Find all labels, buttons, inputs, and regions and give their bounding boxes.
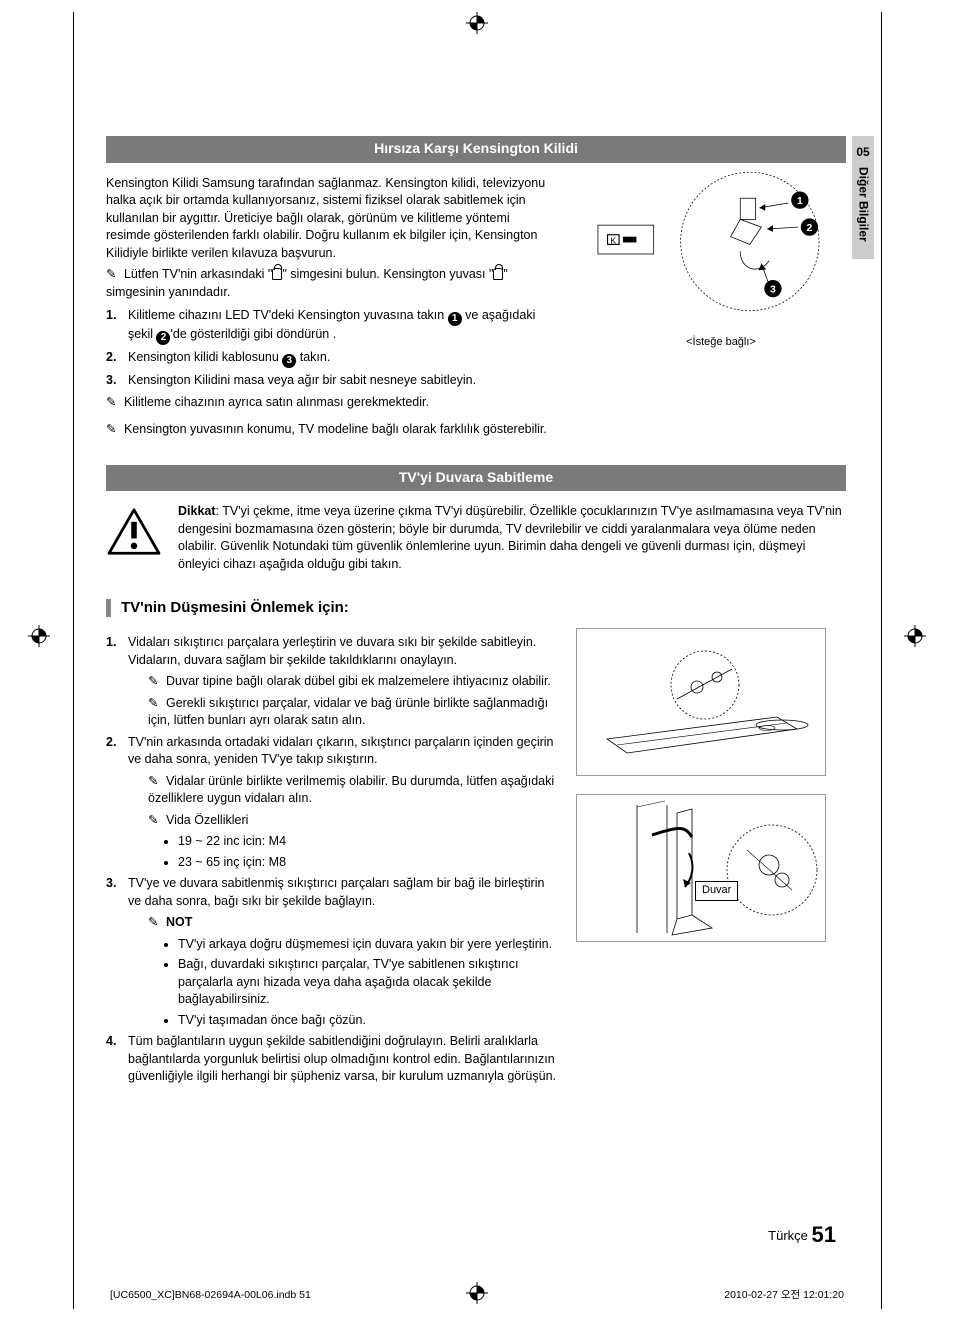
step-2: 2. Kensington kilidi kablosunu 3 takın. (106, 349, 556, 368)
caution-bold: Dikkat (178, 504, 216, 518)
registration-mark-right (904, 625, 926, 653)
s1-note1: ✎ Duvar tipine bağlı olarak dübel gibi e… (148, 673, 556, 691)
s3-not: ✎ NOT (148, 914, 556, 932)
screw-spec-2: 23 ~ 65 inç için: M8 (178, 854, 556, 872)
step3-text: Kensington Kilidini masa veya ağır bir s… (128, 373, 476, 387)
s4: Tüm bağlantıların uygun şekilde sabitlen… (128, 1034, 556, 1083)
step-1: 1. Kilitleme cihazını LED TV'deki Kensin… (106, 307, 556, 345)
note1b: " simgesini bulun. Kensington yuvası " (282, 267, 493, 281)
s3: TV'ye ve duvara sabitlenmiş sıkıştırıcı … (128, 876, 544, 908)
s2-note1: ✎ Vidalar ürünle birlikte verilmemiş ola… (148, 773, 556, 808)
s2n2: Vida Özellikleri (166, 813, 248, 827)
screw-spec-list: 19 ~ 22 inc icin: M4 23 ~ 65 inç için: M… (156, 833, 556, 871)
note-icon: ✎ (106, 421, 116, 439)
caution-body: : TV'yi çekme, itme veya üzerine çıkma T… (178, 504, 842, 571)
step2a: Kensington kilidi kablosunu (128, 350, 282, 364)
chapter-tab: 05 Diğer Bilgiler (852, 136, 874, 259)
step1a: Kilitleme cihazını LED TV'deki Kensingto… (128, 308, 448, 322)
step2b: takın. (296, 350, 330, 364)
page-footer: Türkçe 51 (768, 1220, 836, 1251)
svg-text:3: 3 (770, 283, 776, 295)
page-content: 05 Diğer Bilgiler Hırsıza Karşı Kensingt… (106, 136, 846, 1090)
s3b1: TV'yi arkaya doğru düşmemesi için duvara… (178, 936, 556, 954)
note-icon: ✎ (148, 695, 158, 713)
svg-text:K: K (610, 235, 616, 245)
caution-text: Dikkat: TV'yi çekme, itme veya üzerine ç… (178, 503, 846, 573)
caution-icon (106, 507, 162, 557)
s3b3: TV'yi taşımadan önce bağı çözün. (178, 1012, 556, 1030)
wall-figure-1 (576, 628, 826, 776)
wall-step-1: 1. Vidaları sıkıştırıcı parçalara yerleş… (106, 634, 556, 730)
wall-step-4: 4. Tüm bağlantıların uygun şekilde sabit… (106, 1033, 556, 1086)
note-icon: ✎ (148, 914, 158, 932)
footer-lang: Türkçe (768, 1228, 808, 1243)
caution-row: Dikkat: TV'yi çekme, itme veya üzerine ç… (106, 503, 846, 573)
note3-text: Kensington yuvasının konumu, TV modeline… (124, 422, 547, 436)
kensington-note-3: ✎ Kensington yuvasının konumu, TV modeli… (106, 421, 556, 439)
chapter-number: 05 (852, 144, 874, 161)
callout-3-icon: 3 (282, 354, 296, 368)
wall-figure-label: Duvar (695, 881, 738, 900)
subhead-bar-icon (106, 599, 111, 617)
note-icon: ✎ (148, 773, 158, 791)
kensington-intro-text: Kensington Kilidi Samsung tarafından sağ… (106, 176, 545, 260)
callout-2-icon: 2 (156, 331, 170, 345)
note-icon: ✎ (148, 673, 158, 691)
kensington-figure-caption: <İsteğe bağlı> (596, 335, 846, 350)
print-timestamp: 2010-02-27 오전 12:01:20 (724, 1288, 844, 1303)
lock-icon (493, 268, 503, 280)
print-metadata: [UC6500_XC]BN68-02694A-00L06.indb 51 201… (110, 1288, 844, 1303)
s1n1: Duvar tipine bağlı olarak dübel gibi ek … (166, 674, 551, 688)
callout-1-icon: 1 (448, 312, 462, 326)
kensington-diagram-svg: K 1 2 (596, 159, 846, 324)
wall-steps: 1. Vidaları sıkıştırıcı parçalara yerleş… (106, 628, 556, 1090)
kensington-figure: K 1 2 (596, 159, 846, 351)
svg-text:2: 2 (807, 222, 813, 234)
lock-icon (272, 268, 282, 280)
kensington-intro-row: Kensington Kilidi Samsung tarafından sağ… (106, 175, 846, 439)
not-label: NOT (166, 915, 192, 929)
chapter-label: Diğer Bilgiler (855, 167, 872, 242)
subheading-prevent-fall: TV'nin Düşmesini Önlemek için: (106, 597, 846, 618)
s1-note2: ✎ Gerekli sıkıştırıcı parçalar, vidalar … (148, 695, 556, 730)
subhead-text: TV'nin Düşmesini Önlemek için: (121, 597, 349, 618)
s1: Vidaları sıkıştırıcı parçalara yerleştir… (128, 635, 536, 667)
guide-line-left (73, 12, 74, 1309)
wall-figure-2: Duvar (576, 794, 826, 942)
guide-line-right (881, 12, 882, 1309)
wall-step-2: 2. TV'nin arkasında ortadaki vidaları çı… (106, 734, 556, 872)
kensington-intro: Kensington Kilidi Samsung tarafından sağ… (106, 175, 556, 439)
screw-spec-1: 19 ~ 22 inc icin: M4 (178, 833, 556, 851)
s1n2: Gerekli sıkıştırıcı parçalar, vidalar ve… (148, 696, 548, 728)
wall-row: 1. Vidaları sıkıştırıcı parçalara yerleş… (106, 628, 846, 1090)
section-heading-wall: TV'yi Duvara Sabitleme (106, 465, 846, 492)
kensington-note-1: ✎ Lütfen TV'nin arkasındaki " " simgesini… (106, 266, 556, 301)
step-3: 3. Kensington Kilidini masa veya ağır bi… (106, 372, 556, 390)
kensington-note-2: ✎ Kilitleme cihazının ayrıca satın alınm… (106, 394, 556, 412)
print-file: [UC6500_XC]BN68-02694A-00L06.indb 51 (110, 1288, 311, 1303)
svg-text:1: 1 (797, 195, 803, 207)
s3b2: Bağı, duvardaki sıkıştırıcı parçalar, TV… (178, 956, 556, 1009)
s3-bullets: TV'yi arkaya doğru düşmemesi için duvara… (156, 936, 556, 1030)
manual-page: 05 Diğer Bilgiler Hırsıza Karşı Kensingt… (0, 0, 954, 1321)
step1c: 'de gösterildiği gibi döndürün . (170, 327, 336, 341)
registration-mark-left (28, 625, 50, 653)
wall-step-3: 3. TV'ye ve duvara sabitlenmiş sıkıştırı… (106, 875, 556, 1029)
s2n1: Vidalar ürünle birlikte verilmemiş olabi… (148, 774, 554, 806)
note1a: Lütfen TV'nin arkasındaki " (124, 267, 272, 281)
wall-figure-1-svg (577, 629, 827, 777)
footer-page-number: 51 (812, 1222, 836, 1247)
s2: TV'nin arkasında ortadaki vidaları çıkar… (128, 735, 554, 767)
note-icon: ✎ (148, 812, 158, 830)
registration-mark-top (466, 12, 488, 40)
note-icon: ✎ (106, 266, 116, 284)
kensington-steps: 1. Kilitleme cihazını LED TV'deki Kensin… (106, 307, 556, 390)
note2-text: Kilitleme cihazının ayrıca satın alınmas… (124, 395, 429, 409)
wall-figures: Duvar (576, 628, 846, 960)
note-icon: ✎ (106, 394, 116, 412)
s2-note2: ✎ Vida Özellikleri (148, 812, 556, 830)
wall-figure-2-svg (577, 795, 827, 943)
